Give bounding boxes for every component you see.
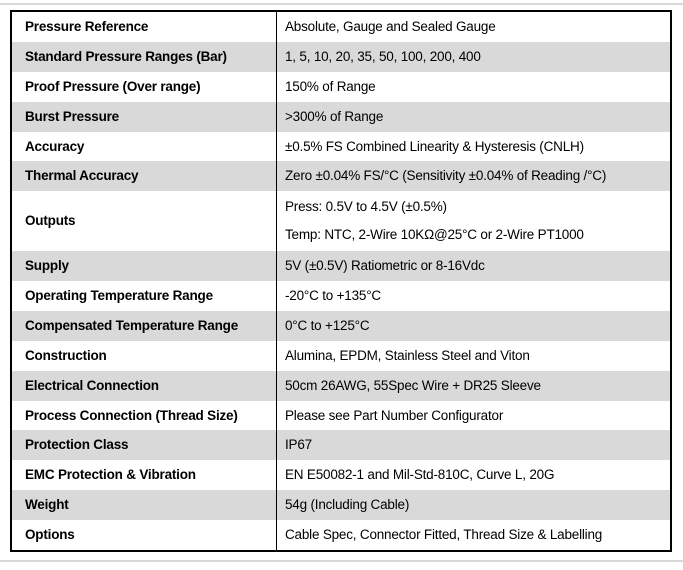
bottom-divider-rule <box>0 560 683 562</box>
spec-value: Please see Part Number Configurator <box>285 407 504 423</box>
table-row: Accuracy ±0.5% FS Combined Linearity & H… <box>12 131 670 162</box>
table-row: Construction Alumina, EPDM, Stainless St… <box>12 340 670 371</box>
table-row: Outputs Press: 0.5V to 4.5V (±0.5%) Temp… <box>12 191 670 252</box>
spec-label: Burst Pressure <box>12 101 277 132</box>
spec-value: Cable Spec, Connector Fitted, Thread Siz… <box>285 527 603 543</box>
spec-label: Protection Class <box>12 430 277 461</box>
spec-label: Options <box>12 520 277 551</box>
table-row: Supply 5V (±0.5V) Ratiometric or 8-16Vdc <box>12 251 670 282</box>
table-row: Operating Temperature Range -20°C to +13… <box>12 281 670 311</box>
specification-table: Pressure Reference Absolute, Gauge and S… <box>10 10 672 552</box>
spec-label: Standard Pressure Ranges (Bar) <box>12 41 277 72</box>
spec-label: Operating Temperature Range <box>12 281 277 311</box>
table-row: Weight 54g (Including Cable) <box>12 490 670 521</box>
table-row: Pressure Reference Absolute, Gauge and S… <box>12 12 670 42</box>
spec-label: Thermal Accuracy <box>12 161 277 192</box>
spec-value: >300% of Range <box>285 108 384 124</box>
spec-value: 54g (Including Cable) <box>285 497 410 513</box>
table-row: Protection Class IP67 <box>12 430 670 461</box>
spec-label: Compensated Temperature Range <box>12 310 277 341</box>
spec-value: 5V (±0.5V) Ratiometric or 8-16Vdc <box>285 258 485 274</box>
table-row: Electrical Connection 50cm 26AWG, 55Spec… <box>12 370 670 401</box>
spec-value: Press: 0.5V to 4.5V (±0.5%) Temp: NTC, 2… <box>285 199 584 243</box>
spec-label: Supply <box>12 251 277 282</box>
table-row: Compensated Temperature Range 0°C to +12… <box>12 310 670 341</box>
top-divider-rule <box>0 3 683 5</box>
spec-value: 0°C to +125°C <box>285 317 370 333</box>
spec-value: Zero ±0.04% FS/°C (Sensitivity ±0.04% of… <box>285 168 607 184</box>
spec-label: Proof Pressure (Over range) <box>12 71 277 102</box>
table-row: EMC Protection & Vibration EN E50082-1 a… <box>12 460 670 491</box>
table-row: Process Connection (Thread Size) Please … <box>12 400 670 431</box>
spec-value: 150% of Range <box>285 78 376 94</box>
spec-label: Process Connection (Thread Size) <box>12 400 277 431</box>
spec-label: Weight <box>12 490 277 521</box>
spec-value: IP67 <box>285 437 312 453</box>
table-row: Standard Pressure Ranges (Bar) 1, 5, 10,… <box>12 41 670 72</box>
spec-label: Construction <box>12 340 277 371</box>
spec-value: -20°C to +135°C <box>285 287 381 303</box>
spec-value: Alumina, EPDM, Stainless Steel and Viton <box>285 347 530 363</box>
table-row: Proof Pressure (Over range) 150% of Rang… <box>12 71 670 102</box>
table-row: Burst Pressure >300% of Range <box>12 101 670 132</box>
spec-value: EN E50082-1 and Mil-Std-810C, Curve L, 2… <box>285 467 555 483</box>
spec-label: EMC Protection & Vibration <box>12 460 277 491</box>
spec-label: Pressure Reference <box>12 12 277 42</box>
spec-value: 50cm 26AWG, 55Spec Wire + DR25 Sleeve <box>285 377 541 393</box>
spec-label: Accuracy <box>12 131 277 162</box>
spec-value: ±0.5% FS Combined Linearity & Hysteresis… <box>285 138 584 154</box>
spec-label: Electrical Connection <box>12 370 277 401</box>
spec-value: Absolute, Gauge and Sealed Gauge <box>285 18 496 34</box>
table-row: Thermal Accuracy Zero ±0.04% FS/°C (Sens… <box>12 161 670 192</box>
table-row: Options Cable Spec, Connector Fitted, Th… <box>12 520 670 551</box>
spec-value: 1, 5, 10, 20, 35, 50, 100, 200, 400 <box>285 48 481 64</box>
spec-label: Outputs <box>12 191 277 252</box>
